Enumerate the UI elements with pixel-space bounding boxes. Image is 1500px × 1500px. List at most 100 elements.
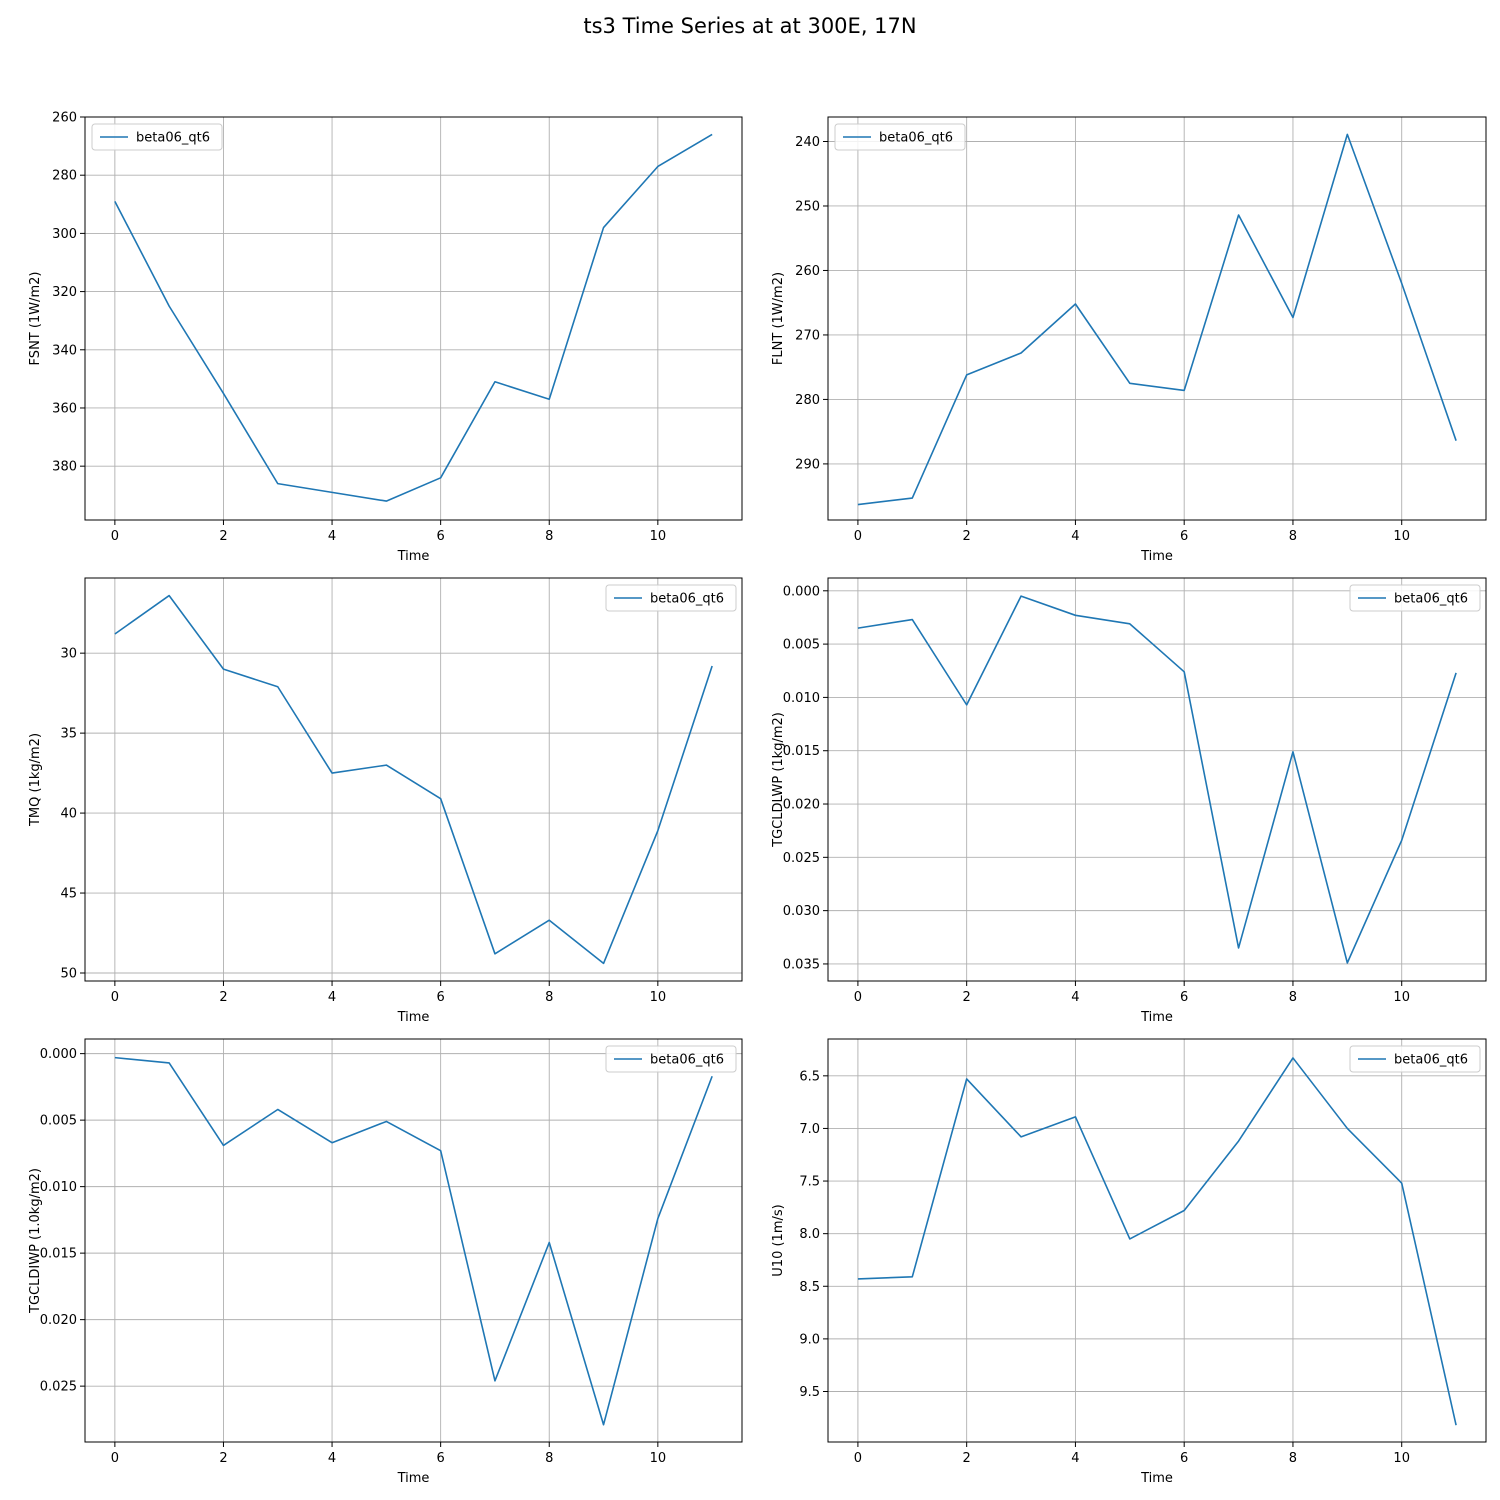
x-tick-label: 4	[328, 1451, 336, 1466]
legend: beta06_qt6	[91, 123, 223, 151]
x-axis-label: Time	[1140, 549, 1173, 564]
x-tick-label: 6	[1180, 990, 1188, 1005]
legend: beta06_qt6	[1349, 584, 1481, 612]
y-axis-label: FLNT (1W/m2)	[771, 272, 786, 365]
y-tick-label: 0.030	[783, 904, 820, 919]
legend-label: beta06_qt6	[1394, 1053, 1468, 1068]
x-tick-label: 10	[650, 1451, 667, 1466]
legend: beta06_qt6	[834, 123, 966, 151]
y-tick-label: 0.000	[40, 1047, 77, 1062]
y-tick-label: 40	[60, 807, 77, 822]
x-tick-label: 10	[650, 529, 667, 544]
x-tick-label: 2	[219, 529, 227, 544]
subplot-5: 0 2 4 6 8 10 0.000 0.005 0.010 0.015 0.020 0.025 Tim…	[28, 1038, 743, 1486]
y-tick-label: 8.0	[799, 1227, 820, 1242]
legend-box	[605, 584, 737, 612]
x-tick-label: 4	[328, 990, 336, 1005]
y-tick-label: 340	[52, 343, 77, 358]
y-axis-label: TGCLDLWP (1kg/m2)	[771, 712, 786, 848]
y-tick-label: 35	[60, 727, 77, 742]
series-line	[857, 133, 1457, 506]
y-tick-label: 0.020	[783, 798, 820, 813]
legend-label: beta06_qt6	[650, 592, 724, 607]
x-tick-label: 0	[111, 529, 119, 544]
axes-frame	[827, 1038, 1487, 1443]
series-line	[857, 595, 1457, 964]
legend-box	[91, 123, 223, 151]
axes-frame	[827, 577, 1487, 982]
series-line	[857, 1057, 1457, 1426]
y-tick-label: 240	[795, 135, 820, 150]
x-tick-label: 2	[219, 1451, 227, 1466]
x-tick-label: 10	[650, 990, 667, 1005]
x-tick-label: 0	[854, 990, 862, 1005]
x-tick-label: 4	[1071, 1451, 1079, 1466]
legend-box	[834, 123, 966, 151]
legend-label: beta06_qt6	[136, 131, 210, 146]
y-tick-label: 250	[795, 199, 820, 214]
legend: beta06_qt6	[1349, 1045, 1481, 1073]
y-tick-label: 260	[795, 264, 820, 279]
legend: beta06_qt6	[605, 584, 737, 612]
y-tick-label: 8.5	[799, 1280, 820, 1295]
axes-frame	[827, 116, 1487, 521]
y-tick-label: 260	[52, 111, 77, 126]
x-tick-label: 8	[1289, 990, 1297, 1005]
y-tick-label: 0.010	[783, 691, 820, 706]
x-tick-label: 4	[1071, 990, 1079, 1005]
x-tick-label: 8	[545, 1451, 553, 1466]
x-tick-label: 0	[111, 1451, 119, 1466]
x-tick-label: 10	[1393, 990, 1410, 1005]
y-tick-label: 6.5	[799, 1069, 820, 1084]
y-axis-label: TGCLDIWP (1.0kg/m2)	[28, 1168, 43, 1314]
subplot-2: 0 2 4 6 8 10 240 250 260 270 280 290 Time FLNT (1W/m2…	[771, 116, 1487, 564]
subplot-1: 0 2 4 6 8 10 260 280 300 320 340 360 380 Time FSNT (1W…	[28, 111, 743, 564]
y-tick-label: 0.005	[783, 638, 820, 653]
y-tick-label: 290	[795, 457, 820, 472]
legend-label: beta06_qt6	[650, 1053, 724, 1068]
y-tick-label: 0.005	[40, 1114, 77, 1129]
x-tick-label: 10	[1393, 1451, 1410, 1466]
x-tick-label: 6	[437, 990, 445, 1005]
x-tick-label: 6	[1180, 1451, 1188, 1466]
series-line	[114, 133, 713, 502]
x-tick-label: 0	[111, 990, 119, 1005]
x-axis-label: Time	[397, 1010, 430, 1025]
y-tick-label: 300	[52, 227, 77, 242]
y-tick-label: 380	[52, 460, 77, 475]
x-tick-label: 0	[854, 1451, 862, 1466]
x-axis-label: Time	[1140, 1471, 1173, 1486]
x-tick-label: 6	[437, 1451, 445, 1466]
x-tick-label: 2	[963, 1451, 971, 1466]
series-line	[114, 1056, 713, 1426]
legend-box	[605, 1045, 737, 1073]
y-tick-label: 30	[60, 647, 77, 662]
axes-frame	[84, 1038, 743, 1443]
y-tick-label: 7.5	[799, 1175, 820, 1190]
y-tick-label: 320	[52, 285, 77, 300]
x-tick-label: 2	[219, 990, 227, 1005]
legend-box	[1349, 584, 1481, 612]
x-axis-label: Time	[1140, 1010, 1173, 1025]
y-axis-label: U10 (1m/s)	[771, 1204, 786, 1276]
figure-title: ts3 Time Series at at 300E, 17N	[583, 14, 917, 38]
y-tick-label: 9.5	[799, 1385, 820, 1400]
y-tick-label: 7.0	[799, 1122, 820, 1137]
x-tick-label: 10	[1393, 529, 1410, 544]
subplot-6: 0 2 4 6 8 10 6.5 7.0 7.5 8.0 8.5 9.0 9.5 Time U10 (1m/…	[771, 1038, 1487, 1486]
y-tick-label: 0.015	[783, 744, 820, 759]
y-tick-label: 50	[60, 967, 77, 982]
axes-frame	[84, 116, 743, 521]
x-tick-label: 4	[1071, 529, 1079, 544]
y-tick-label: 0.035	[783, 957, 820, 972]
legend-box	[1349, 1045, 1481, 1073]
x-tick-label: 8	[1289, 1451, 1297, 1466]
y-axis-label: TMQ (1kg/m2)	[28, 733, 43, 827]
y-tick-label: 45	[60, 887, 77, 902]
y-tick-label: 0.025	[40, 1380, 77, 1395]
x-tick-label: 6	[437, 529, 445, 544]
subplot-3: 0 2 4 6 8 10 30 35 40 45 50 Time TMQ (1kg/m2) beta06_…	[28, 577, 743, 1025]
x-tick-label: 0	[854, 529, 862, 544]
legend: beta06_qt6	[605, 1045, 737, 1073]
